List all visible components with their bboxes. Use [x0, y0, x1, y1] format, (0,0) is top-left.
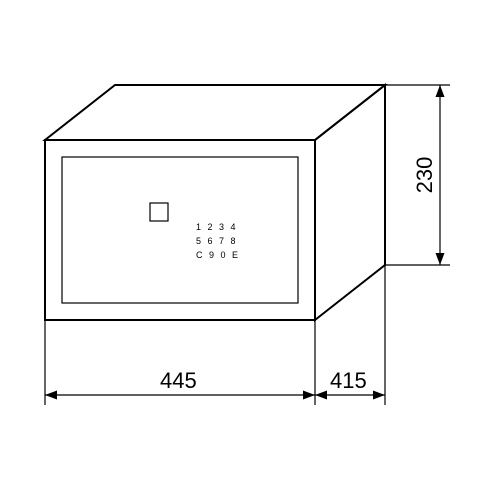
dim-label-width: 445 [160, 368, 197, 393]
box-right-face [315, 85, 385, 320]
arrowhead [315, 391, 327, 400]
safe-dimension-diagram: 1 2 3 4 5 6 7 8 C 9 0 E 445 415 230 [0, 0, 500, 500]
keypad-row-2: C 9 0 E [196, 250, 240, 260]
indicator-square [150, 203, 168, 221]
box-front-face [45, 140, 315, 320]
arrowhead [436, 85, 445, 97]
dim-label-height: 230 [412, 157, 437, 194]
arrowhead [373, 391, 385, 400]
door-panel [62, 157, 298, 303]
arrowhead [436, 253, 445, 265]
arrowhead [303, 391, 315, 400]
arrowhead [45, 391, 57, 400]
dim-label-depth: 415 [330, 368, 367, 393]
keypad-row-1: 5 6 7 8 [196, 236, 238, 246]
keypad-row-0: 1 2 3 4 [196, 222, 238, 232]
box-top-face [45, 85, 385, 140]
